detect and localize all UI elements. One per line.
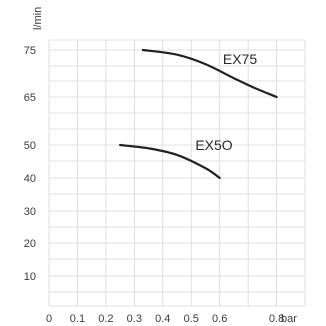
grid-layer [48,39,306,307]
y-tick-label: 40 [24,173,36,185]
y-tick-label: 10 [24,271,36,283]
x-tick-label: 0.1 [70,313,85,325]
series-label-ex5o: EX5O [195,137,232,153]
y-tick-label: 50 [24,140,36,152]
x-tick-label: 0.3 [127,313,142,325]
x-axis-unit: bar [281,313,297,325]
x-tick-label: 0.6 [212,313,227,325]
labels-layer: 10 20 30 40 50 65 75 0 0.1 0.2 0.3 0.4 0.5 0.6 0.8 EX75… [24,45,284,325]
y-axis-unit: l/min [32,7,44,30]
series-line-ex75 [141,48,278,99]
y-tick-label: 65 [24,92,36,104]
curves-layer [119,48,278,180]
y-tick-label: 20 [24,238,36,250]
x-tick-label: 0.4 [155,313,170,325]
x-tick-label: 0.2 [98,313,113,325]
y-tick-label: 30 [24,206,36,218]
x-tick-label: 0.8 [269,313,284,325]
series-line-ex5o [119,143,221,180]
x-tick-label: 0 [46,313,52,325]
series-label-ex75: EX75 [223,51,257,67]
x-tick-label: 0.5 [184,313,199,325]
y-tick-label: 75 [24,45,36,57]
